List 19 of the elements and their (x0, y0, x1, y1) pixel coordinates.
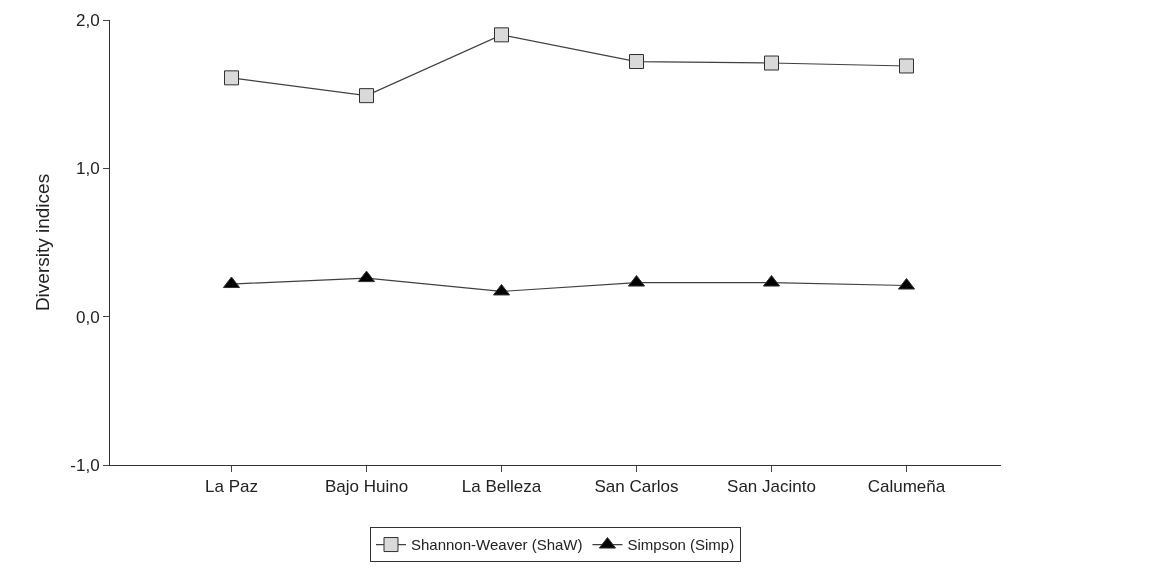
x-tick-label: Calumeña (867, 477, 946, 497)
point (629, 54, 644, 70)
legend-label: Shannon-Weaver (ShaW) (411, 536, 583, 554)
x-tick-label: La Paz (205, 477, 258, 497)
y-tick-label: 0,0 (75, 307, 100, 327)
y-tick-label: -1,0 (70, 455, 100, 475)
point (494, 27, 509, 43)
point (224, 70, 239, 86)
x-tick-label: Bajo Huino (324, 477, 409, 497)
point (359, 88, 374, 104)
x-tick-label: San Jacinto (727, 477, 816, 497)
point (764, 55, 779, 71)
x-tick-label: San Carlos (594, 477, 679, 497)
x-tick-label: La Belleza (461, 477, 542, 497)
legend-label: Simpson (Simp) (627, 536, 735, 554)
y-tick-label: 1,0 (75, 159, 100, 179)
point (899, 58, 914, 74)
y-tick-label: 2,0 (75, 10, 100, 30)
y-axis-title: Diversity indices (32, 173, 54, 312)
